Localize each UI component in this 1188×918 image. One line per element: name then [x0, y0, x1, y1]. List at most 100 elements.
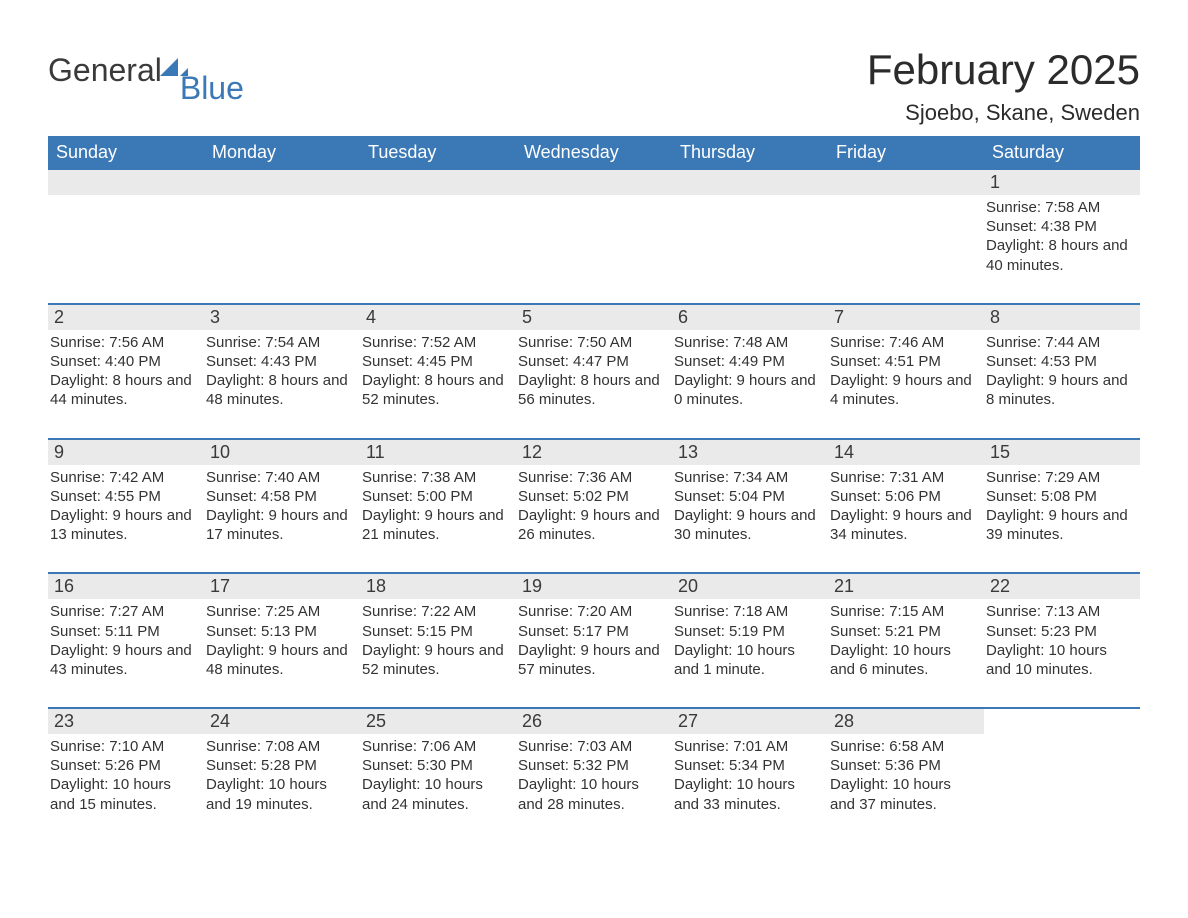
sunrise-line: Sunrise: 7:48 AM — [674, 333, 820, 352]
day-number: 14 — [828, 440, 984, 465]
day-number: 24 — [204, 709, 360, 734]
sunset-line: Sunset: 5:36 PM — [830, 756, 976, 775]
sunset-line: Sunset: 4:49 PM — [674, 352, 820, 371]
sunrise-line: Sunrise: 7:06 AM — [362, 737, 508, 756]
weeks-container: 1Sunrise: 7:58 AMSunset: 4:38 PMDaylight… — [48, 170, 1140, 820]
day-detail: Sunrise: 7:25 AMSunset: 5:13 PMDaylight:… — [204, 599, 352, 679]
day-detail: Sunrise: 7:06 AMSunset: 5:30 PMDaylight:… — [360, 734, 508, 814]
day-cell: 12Sunrise: 7:36 AMSunset: 5:02 PMDayligh… — [516, 440, 672, 551]
day-number: 5 — [516, 305, 672, 330]
daylight-line: Daylight: 10 hours and 24 minutes. — [362, 775, 508, 813]
day-number: 10 — [204, 440, 360, 465]
day-cell — [516, 170, 672, 281]
brand-logo: General Blue — [48, 48, 256, 86]
sunrise-line: Sunrise: 7:46 AM — [830, 333, 976, 352]
page-subtitle: Sjoebo, Skane, Sweden — [867, 100, 1140, 126]
day-number — [204, 170, 360, 195]
day-number: 17 — [204, 574, 360, 599]
daylight-line: Daylight: 10 hours and 33 minutes. — [674, 775, 820, 813]
day-detail: Sunrise: 7:56 AMSunset: 4:40 PMDaylight:… — [48, 330, 196, 410]
daylight-line: Daylight: 8 hours and 52 minutes. — [362, 371, 508, 409]
day-cell: 3Sunrise: 7:54 AMSunset: 4:43 PMDaylight… — [204, 305, 360, 416]
sunset-line: Sunset: 5:13 PM — [206, 622, 352, 641]
sunrise-line: Sunrise: 7:08 AM — [206, 737, 352, 756]
weekday-label: Saturday — [984, 136, 1140, 170]
daylight-line: Daylight: 9 hours and 43 minutes. — [50, 641, 196, 679]
sunset-line: Sunset: 5:34 PM — [674, 756, 820, 775]
day-cell: 11Sunrise: 7:38 AMSunset: 5:00 PMDayligh… — [360, 440, 516, 551]
daylight-line: Daylight: 9 hours and 52 minutes. — [362, 641, 508, 679]
day-cell: 17Sunrise: 7:25 AMSunset: 5:13 PMDayligh… — [204, 574, 360, 685]
week-row: 16Sunrise: 7:27 AMSunset: 5:11 PMDayligh… — [48, 572, 1140, 685]
sunrise-line: Sunrise: 7:42 AM — [50, 468, 196, 487]
day-cell — [204, 170, 360, 281]
sunset-line: Sunset: 5:08 PM — [986, 487, 1132, 506]
day-cell: 14Sunrise: 7:31 AMSunset: 5:06 PMDayligh… — [828, 440, 984, 551]
day-cell: 27Sunrise: 7:01 AMSunset: 5:34 PMDayligh… — [672, 709, 828, 820]
day-detail: Sunrise: 7:46 AMSunset: 4:51 PMDaylight:… — [828, 330, 976, 410]
daylight-line: Daylight: 9 hours and 21 minutes. — [362, 506, 508, 544]
day-detail: Sunrise: 7:08 AMSunset: 5:28 PMDaylight:… — [204, 734, 352, 814]
daylight-line: Daylight: 10 hours and 28 minutes. — [518, 775, 664, 813]
daylight-line: Daylight: 10 hours and 1 minute. — [674, 641, 820, 679]
sunset-line: Sunset: 4:55 PM — [50, 487, 196, 506]
weekday-label: Monday — [204, 136, 360, 170]
sunset-line: Sunset: 4:47 PM — [518, 352, 664, 371]
day-number: 25 — [360, 709, 516, 734]
day-number: 2 — [48, 305, 204, 330]
day-cell: 20Sunrise: 7:18 AMSunset: 5:19 PMDayligh… — [672, 574, 828, 685]
sunset-line: Sunset: 5:26 PM — [50, 756, 196, 775]
day-detail: Sunrise: 7:22 AMSunset: 5:15 PMDaylight:… — [360, 599, 508, 679]
day-detail: Sunrise: 7:01 AMSunset: 5:34 PMDaylight:… — [672, 734, 820, 814]
sunrise-line: Sunrise: 7:38 AM — [362, 468, 508, 487]
day-number: 15 — [984, 440, 1140, 465]
sunrise-line: Sunrise: 7:58 AM — [986, 198, 1132, 217]
day-number: 20 — [672, 574, 828, 599]
day-cell: 8Sunrise: 7:44 AMSunset: 4:53 PMDaylight… — [984, 305, 1140, 416]
day-detail: Sunrise: 7:38 AMSunset: 5:00 PMDaylight:… — [360, 465, 508, 545]
day-number: 19 — [516, 574, 672, 599]
daylight-line: Daylight: 9 hours and 8 minutes. — [986, 371, 1132, 409]
day-number: 27 — [672, 709, 828, 734]
daylight-line: Daylight: 9 hours and 39 minutes. — [986, 506, 1132, 544]
day-detail: Sunrise: 7:54 AMSunset: 4:43 PMDaylight:… — [204, 330, 352, 410]
day-number: 1 — [984, 170, 1140, 195]
sunset-line: Sunset: 4:45 PM — [362, 352, 508, 371]
daylight-line: Daylight: 10 hours and 6 minutes. — [830, 641, 976, 679]
day-cell: 21Sunrise: 7:15 AMSunset: 5:21 PMDayligh… — [828, 574, 984, 685]
daylight-line: Daylight: 10 hours and 37 minutes. — [830, 775, 976, 813]
sunrise-line: Sunrise: 7:25 AM — [206, 602, 352, 621]
weekday-header-row: Sunday Monday Tuesday Wednesday Thursday… — [48, 136, 1140, 170]
sunset-line: Sunset: 4:40 PM — [50, 352, 196, 371]
day-cell — [828, 170, 984, 281]
day-number: 3 — [204, 305, 360, 330]
sunrise-line: Sunrise: 7:20 AM — [518, 602, 664, 621]
daylight-line: Daylight: 10 hours and 10 minutes. — [986, 641, 1132, 679]
day-detail: Sunrise: 6:58 AMSunset: 5:36 PMDaylight:… — [828, 734, 976, 814]
day-cell — [48, 170, 204, 281]
day-number: 4 — [360, 305, 516, 330]
day-detail: Sunrise: 7:31 AMSunset: 5:06 PMDaylight:… — [828, 465, 976, 545]
day-number — [48, 170, 204, 195]
daylight-line: Daylight: 8 hours and 48 minutes. — [206, 371, 352, 409]
sunrise-line: Sunrise: 6:58 AM — [830, 737, 976, 756]
sunset-line: Sunset: 5:19 PM — [674, 622, 820, 641]
sunrise-line: Sunrise: 7:34 AM — [674, 468, 820, 487]
weekday-label: Thursday — [672, 136, 828, 170]
sunrise-line: Sunrise: 7:10 AM — [50, 737, 196, 756]
day-cell: 23Sunrise: 7:10 AMSunset: 5:26 PMDayligh… — [48, 709, 204, 820]
day-cell: 4Sunrise: 7:52 AMSunset: 4:45 PMDaylight… — [360, 305, 516, 416]
day-number: 21 — [828, 574, 984, 599]
day-detail: Sunrise: 7:18 AMSunset: 5:19 PMDaylight:… — [672, 599, 820, 679]
day-cell: 1Sunrise: 7:58 AMSunset: 4:38 PMDaylight… — [984, 170, 1140, 281]
day-cell: 26Sunrise: 7:03 AMSunset: 5:32 PMDayligh… — [516, 709, 672, 820]
day-cell: 9Sunrise: 7:42 AMSunset: 4:55 PMDaylight… — [48, 440, 204, 551]
daylight-line: Daylight: 8 hours and 56 minutes. — [518, 371, 664, 409]
daylight-line: Daylight: 9 hours and 48 minutes. — [206, 641, 352, 679]
day-cell — [360, 170, 516, 281]
sunrise-line: Sunrise: 7:56 AM — [50, 333, 196, 352]
daylight-line: Daylight: 9 hours and 4 minutes. — [830, 371, 976, 409]
day-number: 18 — [360, 574, 516, 599]
day-detail: Sunrise: 7:42 AMSunset: 4:55 PMDaylight:… — [48, 465, 196, 545]
sunset-line: Sunset: 5:23 PM — [986, 622, 1132, 641]
